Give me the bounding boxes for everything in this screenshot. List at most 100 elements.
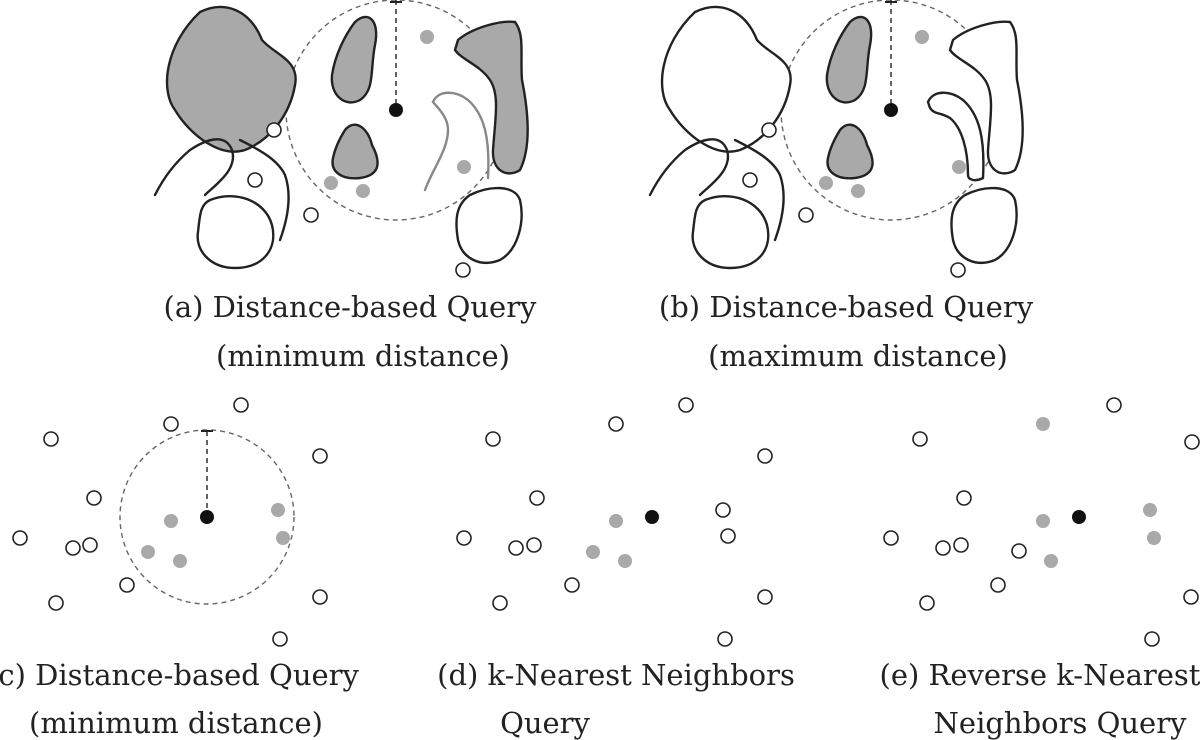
panel-c-result-point [271,503,285,517]
panel-c-other-point [312,448,328,464]
panel-a-result-point [457,160,471,174]
panel-d-other-point [757,589,773,605]
panel-b-region-top-small [825,15,873,104]
panel-b-result-point [819,176,833,190]
panel-c-other-point [43,431,59,447]
panel-c-other-point [272,631,288,647]
caption-b-line1: (b) Distance-based Query [659,290,1034,324]
panel-e-other-point [935,540,951,556]
panel-a [153,0,529,278]
panel-b-result-point [915,30,929,44]
panel-e-result-point [1036,514,1050,528]
panel-b-open-curve-left [648,138,730,197]
caption-b-line2: (maximum distance) [708,339,1008,373]
panel-b-other-point [761,122,777,138]
panel-a-grey-curve-left [423,100,450,192]
panel-a-open-curve-mid [238,138,290,242]
panel-d-other-point [485,431,501,447]
panel-a-other-point [266,122,282,138]
panel-e-other-point [883,530,899,546]
panel-d-query-point [645,510,659,524]
panel-a-result-point [356,184,370,198]
panel-c-other-point [48,595,64,611]
panel-c-other-point [119,577,135,593]
panel-a-result-point [420,30,434,44]
panel-c-other-point [312,589,328,605]
panel-e-other-point [1184,434,1200,450]
panel-c-other-point [233,397,249,413]
caption-a-line2: (minimum distance) [216,339,510,373]
panel-e-other-point [953,537,969,553]
panel-e-other-point [1106,397,1122,413]
caption-a-line1: (a) Distance-based Query [164,290,538,324]
panel-c-other-point [12,530,28,546]
panel-a-region-top-small [330,15,378,104]
panel-b-region-bottom-right [950,186,1018,264]
panel-e-other-point [990,577,1006,593]
panel-d-other-point [526,537,542,553]
panel-d-other-point [678,397,694,413]
panel-b-query-point [884,103,898,117]
panel-d-other-point [456,530,472,546]
panel-a-open-curve-left [153,138,235,197]
panel-e-other-point [912,431,928,447]
panel-d-other-point [508,540,524,556]
panel-c-other-point [163,416,179,432]
panel-d-other-point [757,448,773,464]
panel-e-query-point [1072,510,1086,524]
panel-e-result-point [1036,417,1050,431]
panel-a-query-point [389,103,403,117]
panel-a-region-mid-small [331,123,379,180]
panel-b-other-point [742,172,758,188]
panel-b-other-point [950,262,966,278]
panel-a-region-right-tall [453,20,529,175]
caption-d-line1: (d) k-Nearest Neighbors [437,658,795,692]
panel-c [12,397,328,647]
panel-e-result-point [1147,531,1161,545]
panel-d [456,397,773,647]
panel-e-result-point [1143,503,1157,517]
caption-e-line1: (e) Reverse k-Nearest [880,658,1200,692]
caption-e-line2: Neighbors Query [934,706,1188,740]
panel-d-other-point [717,631,733,647]
panel-d-other-point [529,490,545,506]
panel-a-other-point [303,207,319,223]
panel-a-other-point [455,262,471,278]
panel-b-region-mid-small [826,123,874,180]
panel-a-region-bottom-right [455,186,523,264]
panel-a-result-point [324,176,338,190]
panel-b-result-point [952,160,966,174]
caption-c-line2: (minimum distance) [29,706,323,740]
panel-d-result-point [586,545,600,559]
panel-b [648,0,1024,278]
panel-d-other-point [720,528,736,544]
panel-c-other-point [82,537,98,553]
panel-c-result-point [141,545,155,559]
panel-e-other-point [1144,631,1160,647]
panel-c-other-point [86,490,102,506]
panel-d-result-point [618,554,632,568]
caption-c-line1: (c) Distance-based Query [0,658,360,692]
panel-d-other-point [608,416,624,432]
panel-a-other-point [247,172,263,188]
panel-a-grey-curve [431,91,490,180]
panel-c-result-point [173,554,187,568]
panel-d-result-point [609,514,623,528]
panel-b-other-point [798,207,814,223]
panel-c-other-point [65,540,81,556]
panel-d-other-point [715,502,731,518]
panel-e [883,397,1200,647]
panel-b-region-right-tall [948,20,1024,175]
panel-e-other-point [956,490,972,506]
panel-e-other-point [1183,589,1199,605]
panel-e-other-point [919,595,935,611]
panel-b-region-bottom-left [691,195,770,270]
panel-b-region-hook [926,91,985,182]
panel-d-other-point [564,577,580,593]
panel-e-result-point [1044,554,1058,568]
caption-d-line2: Query [500,706,590,740]
panel-b-result-point [851,184,865,198]
panel-c-result-point [276,531,290,545]
panel-e-other-point [1011,543,1027,559]
